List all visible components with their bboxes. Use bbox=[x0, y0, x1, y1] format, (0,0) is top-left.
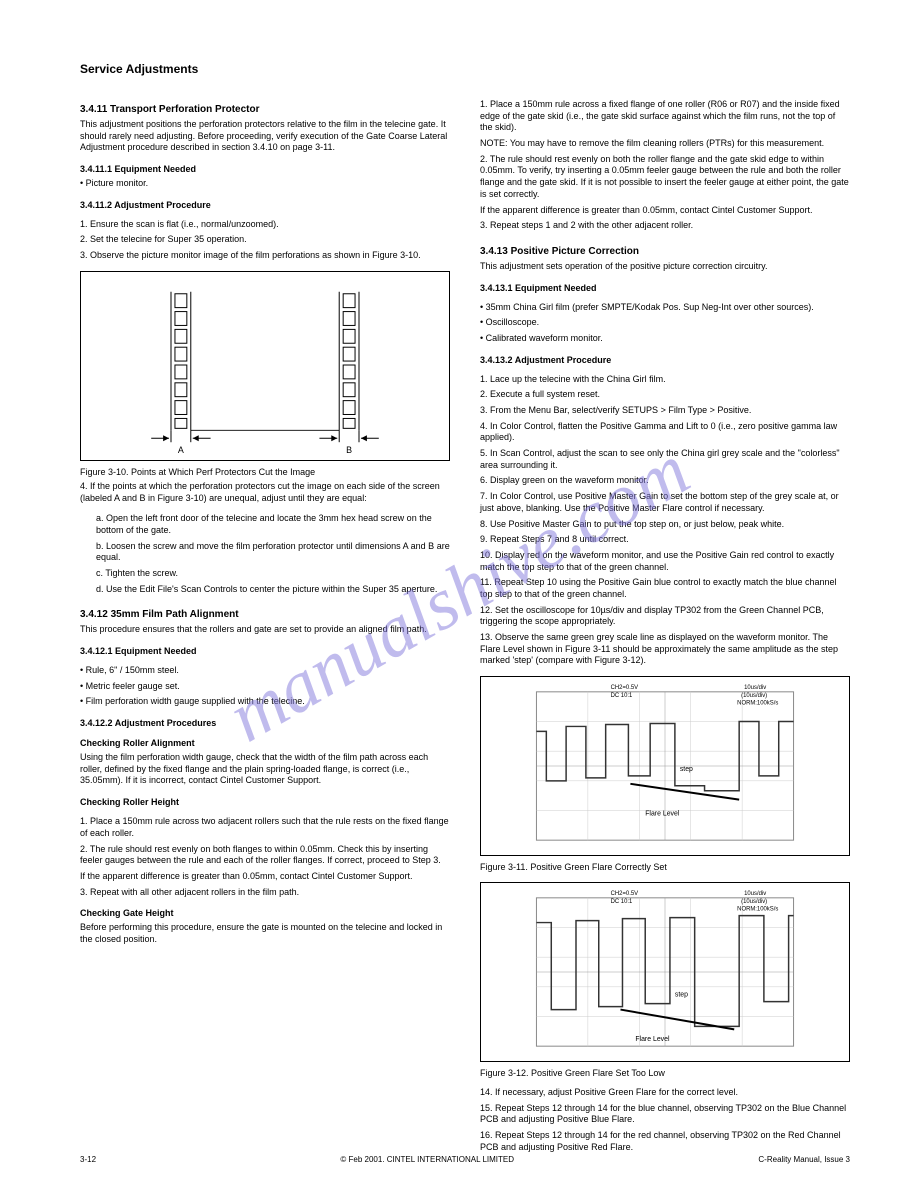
check-gate-height-text: Before performing this procedure, ensure… bbox=[80, 922, 450, 945]
scope2-time: 10us/div bbox=[744, 891, 766, 897]
eq-1: • Picture monitor. bbox=[80, 178, 450, 190]
eq-item: • Rule, 6" / 150mm steel. bbox=[80, 665, 450, 677]
scope1-flare: Flare Level bbox=[645, 811, 680, 818]
scope2-rate: NORM:100kS/s bbox=[737, 907, 778, 913]
step: 3. From the Menu Bar, select/verify SETU… bbox=[480, 405, 850, 417]
step: 10. Display red on the waveform monitor,… bbox=[480, 550, 850, 573]
step: 1. Place a 150mm rule across two adjacen… bbox=[80, 816, 450, 839]
scope2-flare: Flare Level bbox=[635, 1036, 670, 1043]
footer-right: C-Reality Manual, Issue 3 bbox=[758, 1155, 850, 1164]
eq-item: • Film perforation width gauge supplied … bbox=[80, 696, 450, 708]
check-roller-text: Using the film perforation width gauge, … bbox=[80, 752, 450, 787]
section-3-4-11-1: 3.4.11.1 Equipment Needed bbox=[80, 164, 450, 174]
section-3-4-12-2: 3.4.12.2 Adjustment Procedures bbox=[80, 718, 450, 728]
footer: 3-12 © Feb 2001. CINTEL INTERNATIONAL LI… bbox=[80, 1155, 850, 1164]
step: 9. Repeat Steps 7 and 8 until correct. bbox=[480, 534, 850, 546]
fig12-label: Figure 3-12. Positive Green Flare Set To… bbox=[480, 1068, 850, 1078]
scope1-step: step bbox=[680, 766, 693, 773]
substep: d. Use the Edit File's Scan Controls to … bbox=[96, 584, 450, 596]
section-3-4-12: 3.4.12 35mm Film Path Alignment bbox=[80, 609, 450, 620]
eq-13: • 35mm China Girl film (prefer SMPTE/Kod… bbox=[480, 302, 850, 345]
fig11-label: Figure 3-11. Positive Green Flare Correc… bbox=[480, 862, 850, 872]
label-b: B bbox=[346, 445, 352, 455]
footer-left: 3-12 bbox=[80, 1155, 96, 1164]
eq-item: • Oscilloscope. bbox=[480, 317, 850, 329]
fig10-label: Figure 3-10. Points at Which Perf Protec… bbox=[80, 467, 450, 477]
step: 16. Repeat Steps 12 through 14 for the r… bbox=[480, 1130, 850, 1153]
text-3-4-13: This adjustment sets operation of the po… bbox=[480, 261, 850, 273]
label-a: A bbox=[178, 445, 184, 455]
step: 2. Set the telecine for Super 35 operati… bbox=[80, 234, 450, 246]
check-roller-title: Checking Roller Alignment bbox=[80, 738, 450, 748]
step: 15. Repeat Steps 12 through 14 for the b… bbox=[480, 1103, 850, 1126]
scope1-dc: DC 10:1 bbox=[611, 693, 633, 699]
check-roller-height-steps: 1. Place a 150mm rule across two adjacen… bbox=[80, 816, 450, 898]
scope2-ch: CH2=0.5V bbox=[611, 891, 639, 897]
step: 2. The rule should rest evenly on both f… bbox=[80, 844, 450, 867]
gate-check-steps: 1. Place a 150mm rule across a fixed fla… bbox=[480, 99, 850, 232]
page-title: Service Adjustments bbox=[80, 62, 198, 76]
step: 3. Repeat with all other adjacent roller… bbox=[80, 887, 450, 899]
eq-item: • Metric feeler gauge set. bbox=[80, 681, 450, 693]
section-3-4-13-2: 3.4.13.2 Adjustment Procedure bbox=[480, 355, 850, 365]
step: 14. If necessary, adjust Positive Green … bbox=[480, 1087, 850, 1099]
step: 1. Lace up the telecine with the China G… bbox=[480, 374, 850, 386]
substeps4: a. Open the left front door of the telec… bbox=[80, 513, 450, 595]
scope1-rate: NORM:100kS/s bbox=[737, 701, 778, 707]
step: 2. Execute a full system reset. bbox=[480, 389, 850, 401]
steps-3-4-13-2: 1. Lace up the telecine with the China G… bbox=[480, 374, 850, 667]
step: 13. Observe the same green grey scale li… bbox=[480, 632, 850, 667]
scope2-dc: DC 10:1 bbox=[611, 899, 633, 905]
scope1-ch: CH2=0.5V bbox=[611, 685, 639, 691]
scope1-trig: (10us/div) bbox=[741, 693, 767, 699]
figure-3-11: CH2=0.5V DC 10:1 10us/div (10us/div) NOR… bbox=[480, 676, 850, 856]
section-3-4-11: 3.4.11 Transport Perforation Protector bbox=[80, 104, 450, 115]
scope2-step: step bbox=[675, 992, 688, 999]
step: 11. Repeat Step 10 using the Positive Ga… bbox=[480, 577, 850, 600]
step: 3. Repeat steps 1 and 2 with the other a… bbox=[480, 220, 850, 232]
left-column: 3.4.11 Transport Perforation Protector T… bbox=[80, 90, 450, 950]
step: NOTE: You may have to remove the film cl… bbox=[480, 138, 850, 150]
step: If the apparent difference is greater th… bbox=[80, 871, 450, 883]
scope1-time: 10us/div bbox=[744, 685, 766, 691]
substep: a. Open the left front door of the telec… bbox=[96, 513, 450, 536]
text-3-4-12: This procedure ensures that the rollers … bbox=[80, 624, 450, 636]
eq-item: • 35mm China Girl film (prefer SMPTE/Kod… bbox=[480, 302, 850, 314]
footer-center: © Feb 2001. CINTEL INTERNATIONAL LIMITED bbox=[340, 1155, 514, 1164]
right-column: 1. Place a 150mm rule across a fixed fla… bbox=[480, 90, 850, 1163]
steps-after: 14. If necessary, adjust Positive Green … bbox=[480, 1087, 850, 1153]
step: 5. In Scan Control, adjust the scan to s… bbox=[480, 448, 850, 471]
figure-3-12: CH2=0.5V DC 10:1 10us/div (10us/div) NOR… bbox=[480, 882, 850, 1062]
check-gate-height-title: Checking Gate Height bbox=[80, 908, 450, 918]
substep: c. Tighten the screw. bbox=[96, 568, 450, 580]
section-3-4-11-2: 3.4.11.2 Adjustment Procedure bbox=[80, 200, 450, 210]
step: 8. Use Positive Master Gain to put the t… bbox=[480, 519, 850, 531]
step: 1. Place a 150mm rule across a fixed fla… bbox=[480, 99, 850, 134]
step: 1. Ensure the scan is flat (i.e., normal… bbox=[80, 219, 450, 231]
text-3-4-11: This adjustment positions the perforatio… bbox=[80, 119, 450, 154]
section-3-4-13-1: 3.4.13.1 Equipment Needed bbox=[480, 283, 850, 293]
scope2-trig: (10us/div) bbox=[741, 899, 767, 905]
eq-item: • Calibrated waveform monitor. bbox=[480, 333, 850, 345]
steps-3-4-11-2: 1. Ensure the scan is flat (i.e., normal… bbox=[80, 219, 450, 262]
step: 4. In Color Control, flatten the Positiv… bbox=[480, 421, 850, 444]
step: 12. Set the oscilloscope for 10µs/div an… bbox=[480, 605, 850, 628]
section-3-4-12-1: 3.4.12.1 Equipment Needed bbox=[80, 646, 450, 656]
section-3-4-13: 3.4.13 Positive Picture Correction bbox=[480, 246, 850, 257]
step: 2. The rule should rest evenly on both t… bbox=[480, 154, 850, 201]
step: If the apparent difference is greater th… bbox=[480, 205, 850, 217]
figure-3-10: A B bbox=[80, 271, 450, 461]
step: 3. Observe the picture monitor image of … bbox=[80, 250, 450, 262]
check-roller-height-title: Checking Roller Height bbox=[80, 797, 450, 807]
step: 6. Display green on the waveform monitor… bbox=[480, 475, 850, 487]
substep: b. Loosen the screw and move the film pe… bbox=[96, 541, 450, 564]
eq-12: • Rule, 6" / 150mm steel. • Metric feele… bbox=[80, 665, 450, 708]
step: 7. In Color Control, use Positive Master… bbox=[480, 491, 850, 514]
step4: 4. If the points at which the perforatio… bbox=[80, 481, 450, 504]
